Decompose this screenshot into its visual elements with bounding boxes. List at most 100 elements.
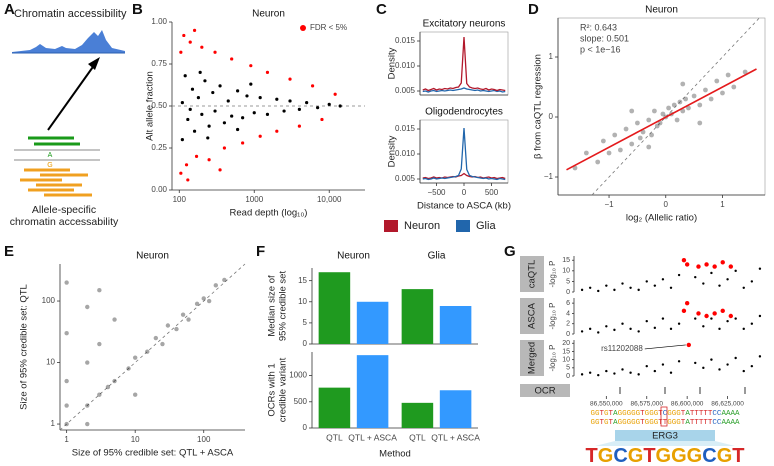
point	[112, 317, 117, 322]
y-tick-label: 0.25	[151, 143, 167, 152]
y-tick-label: 1	[549, 52, 554, 61]
point	[265, 112, 270, 116]
point	[677, 99, 683, 105]
point	[623, 126, 629, 132]
base: G	[631, 410, 636, 418]
y-tick-label: 0.005	[395, 86, 416, 95]
diagram-a: Chromatin accessibility A G Allele-speci…	[10, 8, 127, 228]
diagonal	[591, 17, 760, 196]
base: G	[649, 410, 654, 418]
snp-point	[613, 372, 616, 375]
track-label: caQTL	[527, 260, 538, 289]
snp-point	[726, 363, 729, 366]
x-tick-label: 0	[664, 200, 669, 209]
snp-point	[621, 368, 624, 371]
y-tick-label: 4	[566, 310, 570, 317]
snp-point	[677, 273, 681, 277]
snp-point	[704, 262, 709, 267]
x-tick-label: 86,600,000	[671, 401, 704, 408]
point	[640, 129, 646, 135]
point	[245, 94, 249, 98]
motif-letter: G	[656, 445, 672, 466]
snp-point	[597, 289, 600, 293]
point	[742, 69, 748, 75]
y-tick-label: 0.50	[151, 101, 167, 110]
snp-point	[694, 361, 697, 365]
point	[186, 117, 190, 122]
point	[236, 127, 240, 132]
base: G	[590, 410, 595, 418]
x-tick-label: 1	[64, 435, 69, 444]
snp-point	[681, 308, 687, 314]
point	[198, 70, 202, 74]
base: T	[703, 419, 708, 427]
base: G	[618, 410, 623, 418]
base: C	[717, 410, 722, 418]
snp-point	[684, 262, 690, 267]
point	[179, 171, 183, 175]
point	[305, 101, 309, 105]
y-axis-label: Density	[387, 135, 398, 167]
x-tick-label: 86,575,000	[630, 401, 663, 408]
snp-point	[720, 260, 725, 265]
x-tick-label: 86,625,000	[711, 401, 744, 408]
point	[126, 366, 131, 371]
point	[320, 117, 324, 122]
point	[606, 150, 612, 156]
point	[230, 114, 234, 118]
point	[207, 124, 211, 128]
y-tick-label: 0	[566, 289, 570, 296]
base: G	[590, 419, 595, 427]
point	[179, 50, 183, 54]
point	[697, 102, 703, 108]
base: G	[676, 419, 681, 427]
point	[218, 168, 222, 172]
base: C	[712, 410, 717, 418]
bar	[356, 355, 389, 428]
y-axis-label: credible variant	[278, 357, 289, 422]
annotation: R²: 0.643	[580, 22, 617, 32]
point	[85, 304, 90, 310]
snp-point	[653, 326, 657, 330]
point	[207, 158, 211, 162]
base: A	[721, 410, 726, 418]
point	[252, 111, 256, 115]
snp-point	[669, 286, 673, 289]
y-tick-label: 0.75	[151, 59, 167, 68]
y-tick-label: 0	[549, 112, 554, 121]
chart-title: Neuron	[136, 251, 169, 262]
chart-title: Neuron	[252, 9, 285, 20]
y-tick-label: 0.015	[395, 36, 416, 45]
x-tick-label: QTL + ASCA	[348, 432, 397, 442]
point	[634, 120, 640, 126]
point	[200, 112, 204, 116]
base: T	[663, 419, 668, 427]
snp-point	[677, 322, 681, 325]
point	[180, 101, 184, 105]
x-axis-label: log₂ (Allelic ratio)	[626, 213, 697, 224]
y-tick-label: 0.005	[395, 174, 416, 183]
snp-point	[677, 360, 681, 363]
motif-letter: T	[732, 445, 744, 466]
point	[683, 96, 689, 102]
point	[241, 116, 245, 120]
y-tick-label: 0.015	[395, 124, 416, 133]
snp-point	[734, 317, 737, 320]
y-axis-label: Size of 95% credible set: QTL	[19, 284, 30, 410]
base: G	[667, 410, 672, 418]
point	[680, 81, 686, 87]
snp-point	[669, 371, 673, 374]
snp-point	[742, 369, 745, 373]
y-axis-label: Alt allele fraction	[145, 71, 156, 141]
point	[671, 102, 677, 108]
annotation: rs11202088	[601, 344, 643, 353]
motif-letter: C	[613, 445, 627, 466]
point	[282, 109, 286, 113]
x-axis-label: Read depth (log₁₀)	[230, 208, 308, 219]
snp-point	[637, 330, 640, 333]
snp-point	[629, 371, 632, 374]
snp-point	[702, 366, 705, 370]
point	[660, 111, 666, 117]
y-tick-label: 2	[566, 321, 570, 328]
